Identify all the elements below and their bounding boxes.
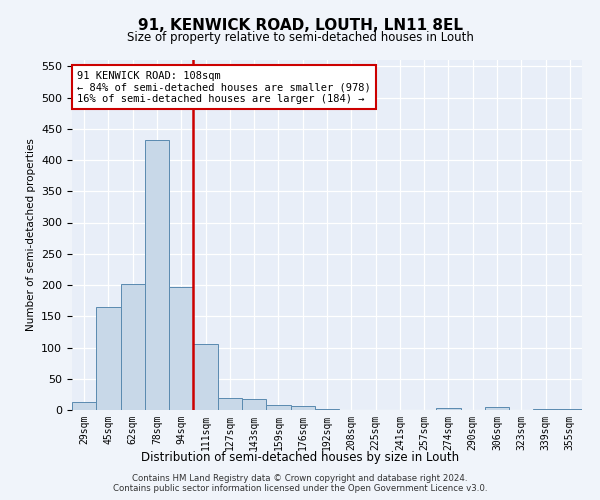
Bar (145, 140, 169, 410)
Bar (218, 398, 242, 410)
Text: Distribution of semi-detached houses by size in Louth: Distribution of semi-detached houses by … (141, 451, 459, 464)
Bar (436, 408, 461, 410)
Bar (72, 402, 96, 410)
Text: Contains HM Land Registry data © Crown copyright and database right 2024.: Contains HM Land Registry data © Crown c… (132, 474, 468, 483)
Bar (193, 344, 218, 410)
Text: 91, KENWICK ROAD, LOUTH, LN11 8EL: 91, KENWICK ROAD, LOUTH, LN11 8EL (137, 18, 463, 32)
Y-axis label: Number of semi-detached properties: Number of semi-detached properties (26, 138, 35, 332)
Bar (558, 409, 582, 410)
Text: Size of property relative to semi-detached houses in Louth: Size of property relative to semi-detach… (127, 31, 473, 44)
Bar (290, 406, 315, 410)
Bar (533, 409, 558, 410)
Bar (266, 405, 290, 410)
Bar (169, 287, 193, 410)
Text: Contains public sector information licensed under the Open Government Licence v3: Contains public sector information licen… (113, 484, 487, 493)
Bar (242, 400, 266, 410)
Bar (96, 307, 121, 410)
Text: 91 KENWICK ROAD: 108sqm
← 84% of semi-detached houses are smaller (978)
16% of s: 91 KENWICK ROAD: 108sqm ← 84% of semi-de… (77, 70, 371, 104)
Bar (485, 407, 509, 410)
Bar (121, 284, 145, 410)
